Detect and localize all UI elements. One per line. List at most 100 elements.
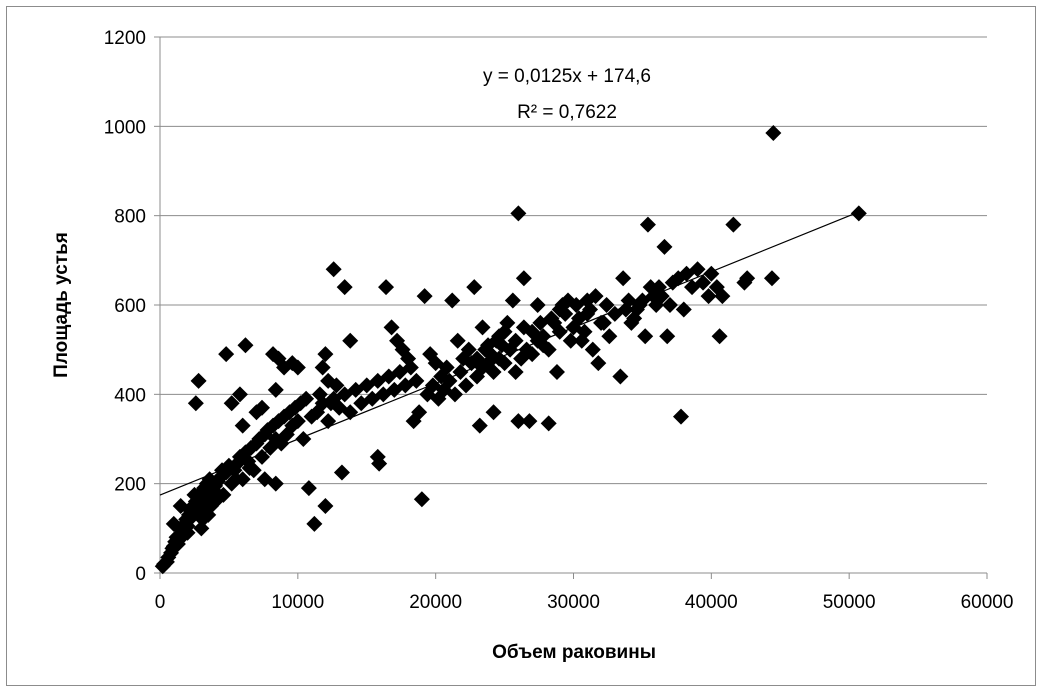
x-tick-label: 10000: [271, 592, 324, 613]
y-tick-label: 600: [114, 296, 146, 317]
data-point: [317, 498, 334, 514]
data-point: [659, 328, 676, 345]
data-point: [504, 292, 521, 309]
data-point: [325, 261, 342, 278]
data-point: [507, 364, 524, 380]
data-point: [471, 417, 488, 434]
data-point: [256, 471, 273, 488]
data-point: [634, 292, 651, 309]
data-point: [714, 288, 731, 305]
data-point: [328, 377, 345, 394]
y-axis-title: Площадь устья: [51, 232, 72, 378]
data-point: [510, 413, 527, 430]
data-point: [300, 480, 317, 497]
data-point: [227, 471, 244, 488]
data-point: [267, 381, 284, 398]
data-point: [474, 319, 491, 336]
x-axis-title: Объем раковины: [492, 642, 656, 663]
data-point: [466, 279, 483, 296]
data-point: [237, 337, 254, 354]
data-point: [540, 415, 557, 432]
data-point: [411, 404, 428, 421]
data-point: [612, 368, 629, 385]
data-point: [601, 328, 618, 345]
data-point: [739, 270, 756, 287]
data-point: [186, 486, 203, 503]
data-point: [333, 464, 350, 481]
data-point: [371, 455, 388, 472]
data-point: [623, 314, 640, 331]
data-point: [584, 341, 601, 358]
data-point: [207, 493, 224, 510]
data-point: [413, 491, 430, 508]
data-point: [642, 279, 659, 296]
data-point: [590, 355, 607, 372]
data-point: [711, 328, 728, 345]
y-tick-label: 0: [135, 564, 146, 585]
data-point: [408, 372, 425, 389]
data-point: [193, 520, 210, 537]
x-tick-label: 40000: [685, 592, 738, 613]
data-point: [400, 350, 417, 367]
data-point: [524, 346, 541, 363]
data-point: [314, 359, 331, 376]
data-point: [532, 314, 549, 331]
data-point: [850, 205, 867, 222]
data-point: [438, 359, 455, 376]
data-point: [529, 297, 546, 313]
data-point: [306, 515, 323, 532]
data-point: [656, 238, 673, 255]
data-point: [579, 305, 596, 322]
data-point: [187, 395, 204, 412]
data-point: [231, 386, 248, 403]
data-point: [673, 408, 690, 425]
x-tick-label: 0: [155, 592, 166, 613]
tick-labels: 0 200 400 600 800 1000 1200 0 10000 20000 30000 400…: [104, 28, 1014, 613]
data-point: [253, 448, 270, 465]
data-point: [695, 274, 712, 291]
data-point: [675, 301, 692, 318]
data-point: [253, 399, 270, 416]
data-point: [615, 270, 632, 287]
data-point: [460, 341, 477, 358]
x-tick-label: 60000: [961, 592, 1014, 613]
data-point: [639, 216, 656, 233]
data-point: [562, 332, 579, 349]
data-point: [559, 292, 576, 309]
data-point: [548, 364, 565, 380]
x-tick-label: 30000: [547, 592, 600, 613]
data-point: [765, 125, 782, 142]
data-point: [579, 292, 596, 309]
data-point: [444, 292, 461, 309]
data-point: [496, 355, 513, 372]
trendline-group: [159, 211, 860, 496]
data-point: [200, 506, 217, 523]
data-point: [485, 404, 502, 421]
x-tick-label: 20000: [409, 592, 462, 613]
data-point: [480, 337, 497, 354]
gridlines: [160, 36, 987, 485]
y-tick-label: 400: [114, 385, 146, 406]
data-point: [510, 205, 527, 222]
data-point: [515, 319, 532, 336]
data-points: [154, 125, 867, 575]
data-point: [165, 515, 182, 532]
data-point: [383, 319, 400, 336]
data-point: [449, 332, 466, 349]
data-point: [172, 498, 189, 514]
data-point: [317, 346, 334, 363]
data-point: [342, 332, 359, 349]
data-point: [521, 413, 538, 430]
data-point: [179, 524, 196, 541]
data-point: [491, 328, 508, 345]
data-point: [551, 301, 568, 318]
y-tick-label: 1200: [104, 28, 146, 49]
trendline: [159, 211, 860, 496]
data-point: [289, 413, 306, 430]
trendline-equation: y = 0,0125x + 174,6: [483, 66, 651, 87]
data-point: [241, 460, 258, 477]
data-point: [378, 279, 395, 296]
data-point: [240, 453, 257, 470]
y-tick-label: 800: [114, 207, 146, 228]
